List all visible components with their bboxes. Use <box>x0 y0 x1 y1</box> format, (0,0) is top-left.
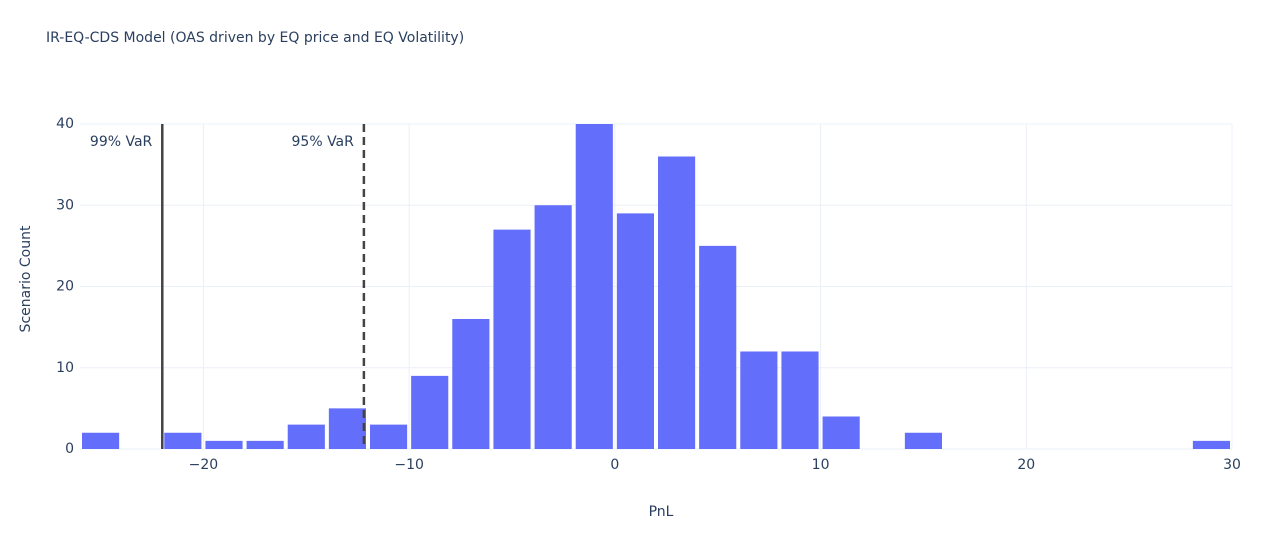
bar <box>781 351 819 449</box>
bar <box>411 375 449 449</box>
bar <box>287 424 325 449</box>
x-tick-label: 0 <box>610 457 619 473</box>
bar <box>493 229 531 449</box>
bar <box>904 432 942 449</box>
x-tick-label: 30 <box>1223 457 1241 473</box>
x-tick-label: −20 <box>189 457 219 473</box>
var-label: 95% VaR <box>292 134 355 150</box>
y-tick-label: 30 <box>56 197 74 213</box>
bar <box>616 213 654 449</box>
chart-title: IR-EQ-CDS Model (OAS driven by EQ price … <box>46 30 464 46</box>
bar <box>246 440 284 449</box>
y-tick-label: 40 <box>56 116 74 132</box>
bar <box>328 408 366 449</box>
x-tick-label: 10 <box>812 457 830 473</box>
bar <box>452 319 490 449</box>
bar <box>82 432 120 449</box>
bar <box>534 205 572 449</box>
x-tick-label: −10 <box>394 457 424 473</box>
bar <box>1192 440 1230 449</box>
bar <box>575 124 613 449</box>
y-axis-label: Scenario Count <box>18 225 34 332</box>
bar <box>822 416 860 449</box>
y-tick-label: 10 <box>56 360 74 376</box>
bar <box>740 351 778 449</box>
x-axis-label: PnL <box>649 504 674 520</box>
bar <box>699 245 737 449</box>
bar <box>164 432 202 449</box>
y-tick-label: 0 <box>65 441 74 457</box>
bar <box>205 440 243 449</box>
x-tick-label: 20 <box>1017 457 1035 473</box>
bar <box>370 424 408 449</box>
y-tick-label: 20 <box>56 279 74 295</box>
bar <box>658 156 696 449</box>
var-label: 99% VaR <box>90 134 153 150</box>
